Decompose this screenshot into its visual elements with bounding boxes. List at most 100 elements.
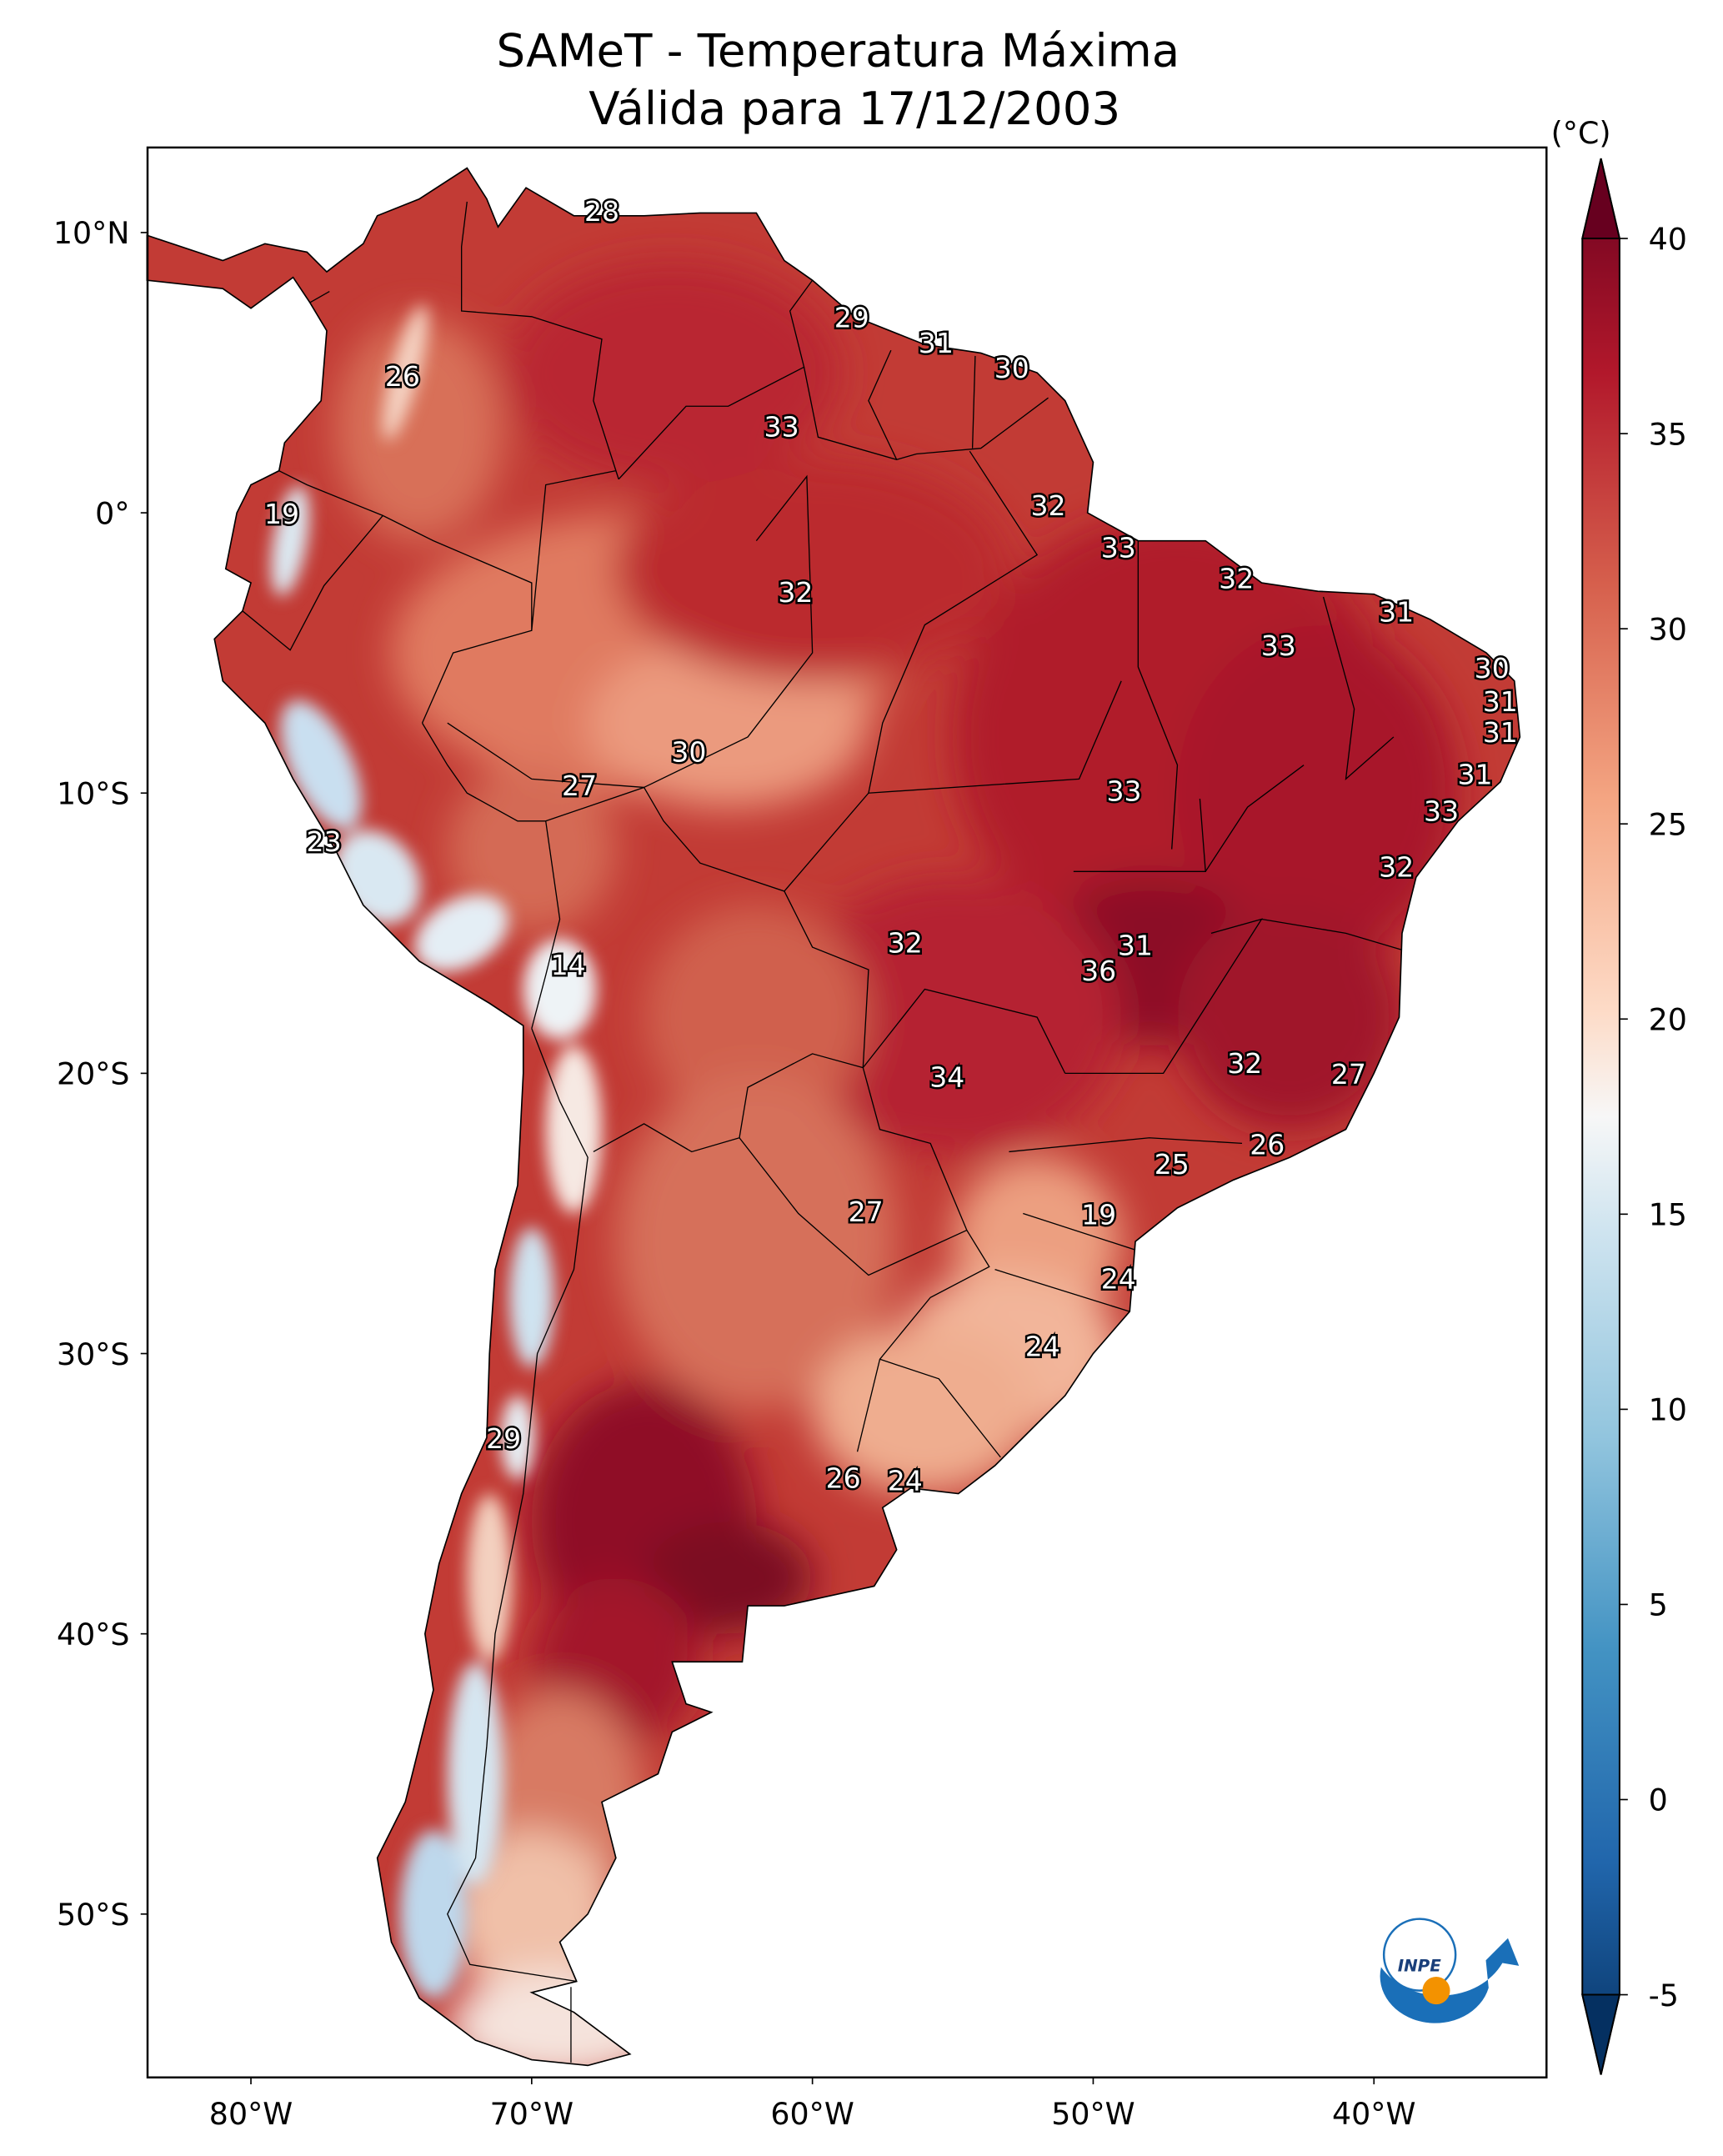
border-line <box>461 201 619 631</box>
border-line <box>1322 596 1395 781</box>
cool-highland-region <box>523 939 597 1040</box>
colorbar-tick-label: 40 <box>1649 221 1687 257</box>
map-title-line2: Válida para 17/12/2003 <box>589 82 1120 135</box>
temperature-value-label: 33 <box>1424 795 1459 827</box>
y-tick-label: 10°S <box>57 775 130 811</box>
cool-highland-region <box>447 1662 504 1887</box>
temperature-value-label: 27 <box>1331 1058 1366 1091</box>
temperature-value-label: 32 <box>888 926 923 959</box>
country-state-borders <box>242 201 1403 2063</box>
border-line <box>862 988 1066 1074</box>
temperature-value-label: 24 <box>888 1465 923 1497</box>
colorbar-tick-label: 20 <box>1649 1001 1687 1037</box>
inpe-logo: INPE <box>1380 1918 1520 2023</box>
temperature-value-label: 32 <box>1227 1047 1262 1080</box>
border-line <box>447 1028 589 1983</box>
cool-highland-region <box>399 1830 468 1998</box>
border-line <box>1137 540 1179 850</box>
border-line <box>868 349 898 460</box>
logo-arc-icon <box>1380 1938 1520 2023</box>
coastline <box>146 167 1521 2067</box>
colorbar-bottom-extension <box>1581 1993 1621 2075</box>
temperature-region <box>812 1326 1038 1494</box>
cool-highland-region <box>271 485 310 596</box>
border-line <box>1261 918 1403 951</box>
border-line <box>994 1269 1130 1312</box>
map-frame <box>146 146 1548 2078</box>
y-tick-label: 20°S <box>57 1056 130 1092</box>
cool-highland-region <box>414 895 508 972</box>
temperature-region <box>503 260 841 485</box>
border-line <box>868 450 1039 794</box>
temperature-region <box>447 765 617 934</box>
temperature-region <box>644 905 869 1130</box>
temperature-region <box>615 457 1009 681</box>
temperature-value-label: 28 <box>584 195 619 228</box>
temperature-value-label: 19 <box>1081 1198 1116 1231</box>
temperature-value-label: 31 <box>1483 716 1518 749</box>
temperature-region <box>334 316 504 541</box>
temperature-value-label: 27 <box>849 1196 884 1228</box>
temperature-value-label: 19 <box>264 498 299 530</box>
border-line <box>545 786 869 1153</box>
temperature-value-label: 24 <box>1025 1330 1060 1362</box>
longitude-axis: 80°W 70°W 60°W 50°W 40°W <box>209 2077 1415 2132</box>
colorbar-bar <box>1581 158 1620 2075</box>
y-tick-label: 0° <box>95 495 129 531</box>
temperature-value-label: 32 <box>1219 562 1254 594</box>
temperature-value-label: 25 <box>1155 1148 1190 1181</box>
y-tick-label: 30°S <box>57 1336 130 1372</box>
colorbar-unit-label: (°C) <box>1551 115 1611 151</box>
temperature-value-label: 33 <box>1101 531 1136 564</box>
cool-highland-region <box>467 1493 513 1662</box>
border-line <box>784 680 1122 892</box>
colorbar: (°C) 40 35 30 25 20 15 10 5 0 -5 <box>1551 115 1687 2075</box>
temperature-value-label: 31 <box>1457 759 1492 791</box>
temperature-value-label: 31 <box>1118 930 1153 962</box>
temperature-value-label: 29 <box>486 1422 521 1455</box>
temperature-value-label: 31 <box>919 327 954 359</box>
border-line <box>971 355 976 449</box>
x-tick-label: 50°W <box>1051 2096 1134 2132</box>
border-line <box>1023 1212 1136 1251</box>
temperature-value-label: 32 <box>1031 489 1066 522</box>
border-line <box>242 514 383 651</box>
logo-orange-dot-icon <box>1422 1977 1450 2005</box>
temperature-value-label: 26 <box>826 1462 861 1494</box>
y-tick-label: 40°S <box>57 1617 130 1652</box>
cool-highland-region <box>500 1396 535 1480</box>
temperature-value-label: 29 <box>834 302 869 334</box>
logo-ring-icon <box>1382 1918 1457 1992</box>
border-line <box>1009 1137 1243 1153</box>
colorbar-tick-label: 5 <box>1649 1587 1668 1623</box>
temperature-value-label: 34 <box>929 1061 964 1094</box>
y-tick-label: 50°S <box>57 1897 130 1933</box>
temperature-region <box>587 639 869 807</box>
temperature-value-label: 30 <box>994 352 1029 384</box>
border-line <box>879 1358 1001 1458</box>
border-line <box>618 279 814 480</box>
border-line <box>278 470 533 724</box>
temperature-region <box>1177 624 1459 961</box>
temperature-value-label: 30 <box>1475 652 1510 684</box>
temperature-value-label: 32 <box>778 576 813 609</box>
temperature-value-label: 26 <box>385 360 420 393</box>
temperature-value-label: 31 <box>1483 685 1518 718</box>
border-line <box>1064 918 1263 1075</box>
x-tick-label: 80°W <box>209 2096 293 2132</box>
cool-highland-region <box>383 304 428 441</box>
cool-highland-region <box>280 699 363 830</box>
temperature-value-label: 31 <box>1379 596 1414 629</box>
border-line <box>644 474 814 789</box>
x-tick-label: 60°W <box>770 2096 854 2132</box>
border-line <box>1205 765 1305 872</box>
logo-text: INPE <box>1398 1956 1442 1975</box>
border-line <box>856 1230 990 1452</box>
colorbar-tick-label: 0 <box>1649 1782 1668 1818</box>
colorbar-tick-label: 25 <box>1649 806 1687 842</box>
temperature-value-label: 33 <box>764 411 799 444</box>
temperature-value-label: 36 <box>1081 955 1116 987</box>
